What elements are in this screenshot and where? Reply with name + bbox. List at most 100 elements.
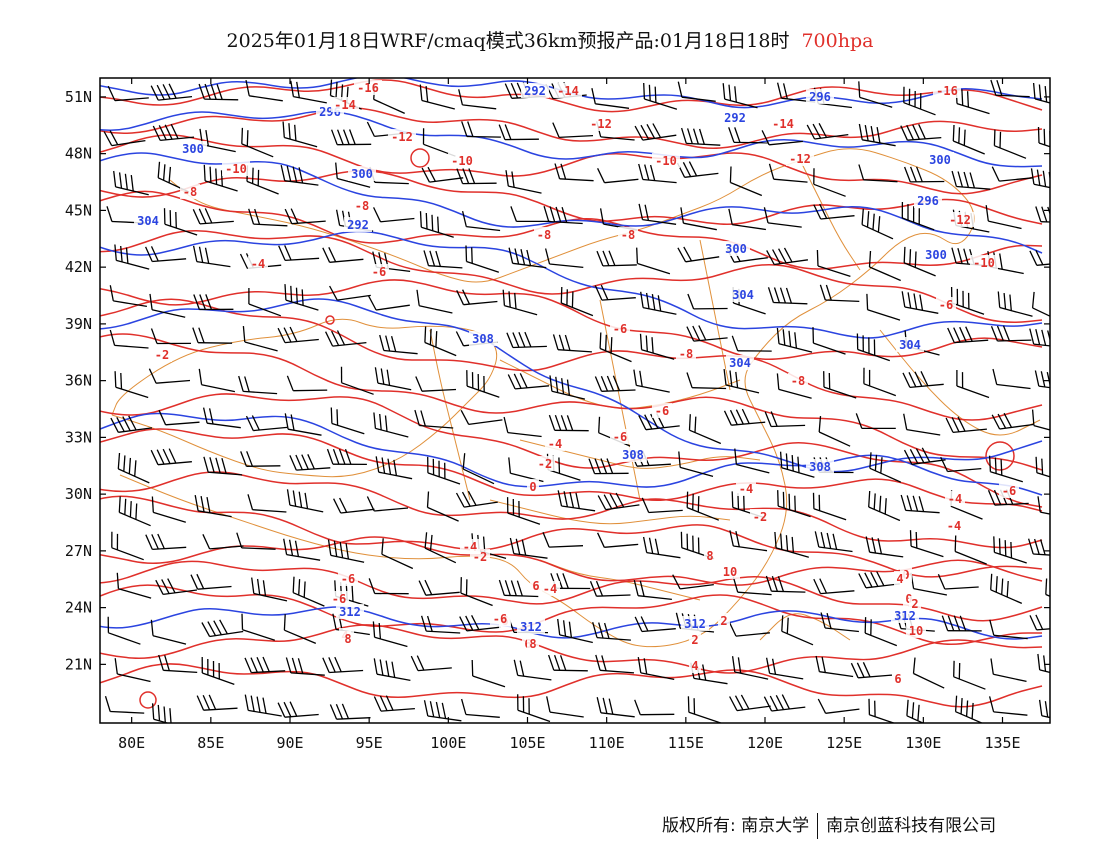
wind-barb bbox=[991, 412, 1034, 430]
wind-barb bbox=[906, 699, 925, 723]
wind-barb bbox=[151, 703, 172, 723]
wind-barb bbox=[638, 163, 677, 184]
wind-barb bbox=[114, 658, 151, 683]
wind-barb bbox=[560, 286, 594, 317]
wind-barb bbox=[765, 657, 804, 680]
wind-barb bbox=[990, 573, 1023, 604]
temperature-label: -12 bbox=[949, 213, 971, 227]
wind-barb bbox=[107, 616, 141, 645]
temperature-isotherm bbox=[100, 333, 1043, 471]
temperature-label: -6 bbox=[613, 322, 627, 336]
wind-barb bbox=[861, 208, 894, 240]
temperature-label: -14 bbox=[334, 98, 356, 112]
wind-barb bbox=[955, 87, 990, 115]
wind-barb bbox=[368, 295, 410, 311]
wind-barb bbox=[823, 371, 857, 399]
wind-barb bbox=[819, 284, 860, 303]
temperature-label: 4 bbox=[896, 572, 903, 586]
wind-barb bbox=[597, 168, 639, 184]
wind-barb bbox=[869, 452, 902, 483]
wind-barb bbox=[639, 333, 675, 360]
wind-barb bbox=[909, 530, 944, 558]
wind-barb bbox=[503, 416, 542, 438]
wind-barb bbox=[375, 456, 413, 480]
y-tick-label: 39N bbox=[65, 315, 92, 333]
wind-barb bbox=[812, 327, 846, 355]
y-tick-label: 48N bbox=[65, 145, 92, 163]
wind-barb bbox=[945, 416, 987, 434]
wind-barb bbox=[903, 413, 941, 436]
wind-barb bbox=[460, 409, 503, 426]
wind-barb bbox=[901, 291, 939, 314]
wind-barb bbox=[985, 205, 1022, 230]
wind-barb bbox=[1037, 126, 1050, 148]
wind-barb bbox=[677, 81, 716, 102]
temperature-label: -10 bbox=[225, 162, 247, 176]
temperature-isotherm bbox=[100, 560, 1043, 622]
wind-barb bbox=[858, 164, 898, 183]
wind-barb bbox=[856, 333, 891, 362]
wind-barb bbox=[816, 249, 851, 278]
wind-barb bbox=[868, 250, 901, 282]
wind-barb bbox=[282, 121, 318, 148]
wind-barb bbox=[951, 170, 991, 190]
wind-barb bbox=[109, 285, 148, 308]
wind-barb bbox=[728, 127, 769, 144]
wind-barb bbox=[863, 367, 897, 397]
temperature-label: -14 bbox=[772, 117, 794, 131]
wind-barb bbox=[547, 654, 588, 672]
wind-barb bbox=[776, 327, 813, 353]
geopotential-label: 304 bbox=[729, 356, 751, 370]
wind-barb bbox=[677, 246, 720, 263]
wind-barb bbox=[991, 166, 1034, 182]
wind-barb bbox=[544, 248, 584, 269]
copyright-owner: 版权所有: 南京大学 bbox=[662, 816, 810, 836]
wind-barb bbox=[286, 489, 324, 513]
temperature-label: -6 bbox=[493, 612, 507, 626]
wind-barb bbox=[107, 85, 149, 102]
wind-barb bbox=[333, 497, 375, 514]
y-tick-label: 24N bbox=[65, 599, 92, 617]
temperature-label: -6 bbox=[613, 430, 627, 444]
geopotential-label: 308 bbox=[622, 448, 644, 462]
wind-barb bbox=[954, 695, 984, 723]
temperature-isotherm bbox=[100, 170, 1043, 225]
wind-barb bbox=[373, 695, 415, 712]
wind-barb bbox=[817, 698, 860, 714]
temperature-label: -6 bbox=[655, 404, 669, 418]
wind-barb bbox=[419, 84, 455, 110]
temperature-label: -8 bbox=[355, 199, 369, 213]
wind-barb bbox=[340, 366, 374, 395]
copyright-divider bbox=[817, 813, 819, 839]
wind-barb bbox=[149, 293, 186, 318]
x-tick-label: 135E bbox=[984, 734, 1020, 752]
wind-barb bbox=[284, 284, 319, 311]
wind-barb bbox=[687, 293, 728, 310]
plot-frame bbox=[99, 77, 1051, 724]
wind-barb bbox=[247, 494, 287, 513]
wind-barb bbox=[543, 206, 583, 225]
wind-barb bbox=[459, 615, 501, 632]
temperature-isotherm bbox=[100, 107, 1043, 149]
wind-barb bbox=[868, 490, 901, 522]
wind-barb bbox=[634, 699, 675, 716]
geopotential-isoline bbox=[100, 230, 1043, 339]
wind-barb bbox=[766, 247, 808, 266]
wind-barb bbox=[196, 694, 238, 711]
wind-barb bbox=[990, 79, 1030, 98]
wind-barb bbox=[813, 578, 855, 595]
geopotential-label: 292 bbox=[724, 111, 746, 125]
y-tick-label: 36N bbox=[65, 372, 92, 390]
wind-barb bbox=[592, 622, 631, 641]
wind-barb bbox=[997, 291, 1033, 317]
wind-barb bbox=[643, 82, 678, 110]
temperature-label: 10 bbox=[723, 565, 737, 579]
wind-barb bbox=[990, 658, 1027, 683]
temperature-isotherm bbox=[100, 134, 1043, 195]
wind-barb bbox=[325, 330, 367, 347]
wind-barb bbox=[546, 696, 584, 718]
wind-barb bbox=[722, 83, 758, 109]
wind-barb bbox=[193, 294, 234, 311]
wind-barb bbox=[460, 577, 493, 607]
